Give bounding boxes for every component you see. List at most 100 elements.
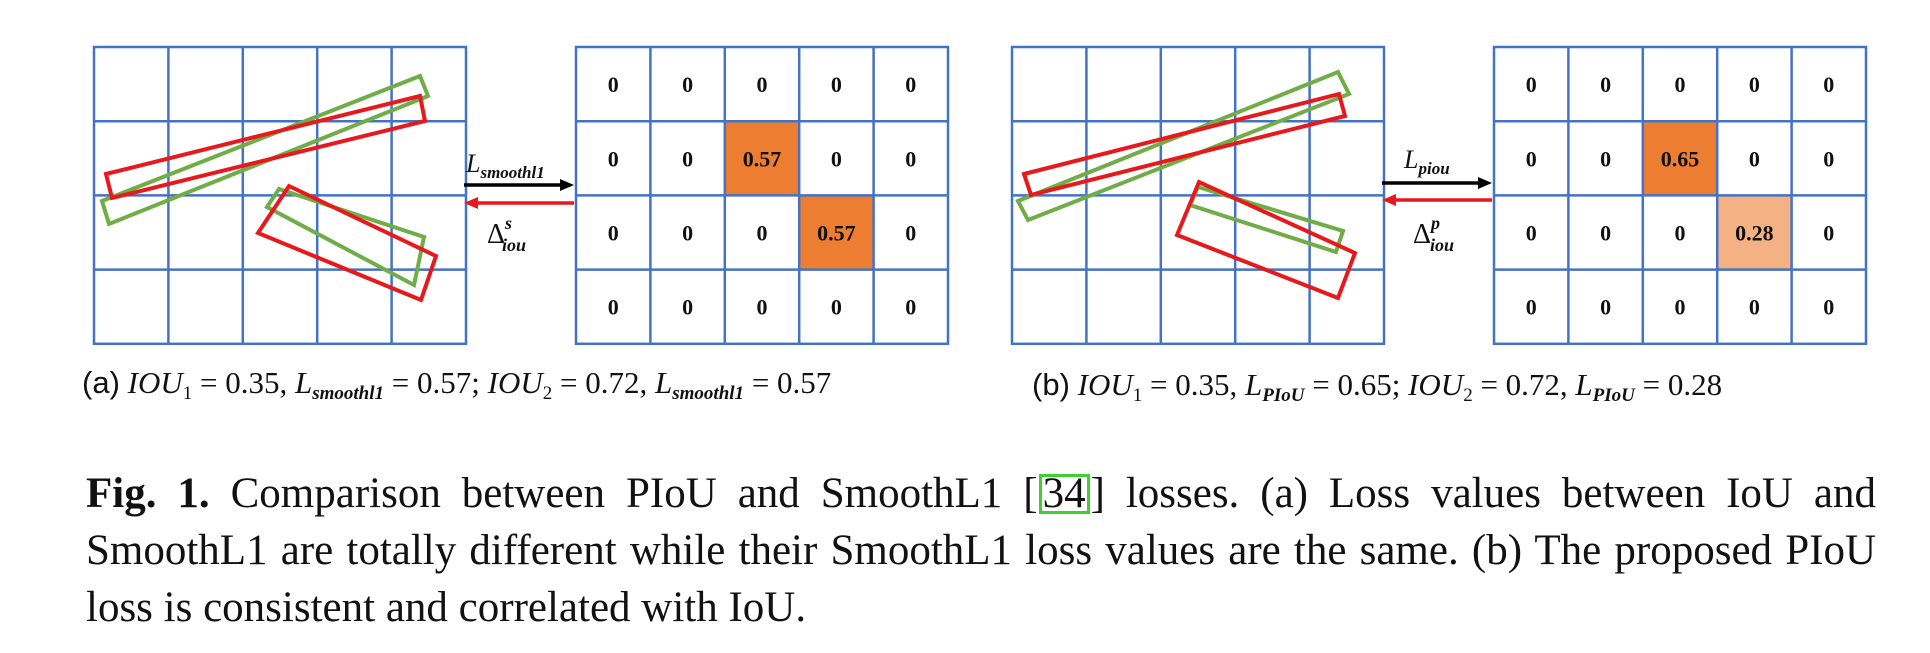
highlighted-cell	[1717, 195, 1792, 270]
loss2-value: = 0.28	[1642, 367, 1723, 402]
grid-cell-value: 0	[1600, 295, 1611, 320]
loss-grid-b	[1492, 45, 1868, 346]
box-grid-a	[92, 45, 468, 346]
grid-cell-value: 0	[1526, 146, 1537, 171]
delta-symbol: Δ	[1413, 219, 1431, 250]
grid-cell-value: 0	[608, 295, 619, 320]
delta-subscript: iou	[502, 235, 526, 255]
ground-truth-box	[264, 186, 427, 289]
loss1-symbol: L	[1244, 367, 1263, 402]
loss-label: Lsmoothl1	[465, 149, 545, 182]
iou2-value: = 0.72,	[1480, 367, 1568, 402]
iou2-symbol: IOU	[487, 365, 543, 400]
predicted-box	[103, 93, 428, 201]
caption-text-2: ] losses. (a) Loss values between IoU an…	[86, 470, 1876, 631]
loss-symbol: L	[465, 149, 480, 178]
grid-cell-value: 0	[608, 72, 619, 97]
figure-label: Fig. 1.	[86, 470, 210, 517]
loss1-value: = 0.57;	[391, 365, 480, 400]
loss1-value: = 0.65;	[1312, 367, 1401, 402]
iou1-symbol: IOU	[127, 365, 183, 400]
ground-truth-box	[1187, 184, 1346, 255]
loss-grid-a	[574, 45, 950, 346]
figure-caption: Fig. 1. Comparison between PIoU and Smoo…	[86, 465, 1876, 636]
grid-cell-value: 0	[608, 146, 619, 171]
grid-cell-value: 0	[905, 146, 916, 171]
loss1-sub: smoothl1	[312, 383, 385, 404]
grid-cell-value: 0.57	[743, 146, 782, 171]
box-grid-b	[1010, 45, 1386, 346]
grid-cell-value: 0	[1600, 146, 1611, 171]
grid-cell-value: 0	[1675, 221, 1686, 246]
grid-cell-value: 0	[682, 221, 693, 246]
grid-cell-value: 0	[831, 295, 842, 320]
grid-cell-value: 0	[1526, 72, 1537, 97]
caption-text-1: Comparison between PIoU and SmoothL1 [	[230, 470, 1038, 517]
iou2-sub: 2	[1463, 385, 1473, 406]
grid-cell-value: 0	[682, 146, 693, 171]
grid-cell-value: 0	[757, 72, 768, 97]
loss2-sub: PIoU	[1592, 385, 1635, 406]
backward-arrowhead	[464, 197, 478, 209]
grid-cell-value: 0	[682, 295, 693, 320]
grid-cell-value: 0	[1823, 146, 1834, 171]
iou1-sub: 1	[182, 383, 193, 404]
grid-cell-value: 0	[1749, 72, 1760, 97]
iou1-value: = 0.35,	[1150, 367, 1238, 402]
loss-symbol: L	[1403, 145, 1418, 174]
grid-cell-value: 0	[1823, 221, 1834, 246]
grid-cell-value: 0	[757, 221, 768, 246]
iou2-sub: 2	[542, 383, 553, 404]
subcaption-label: (a)	[82, 365, 120, 400]
grid-cell-value: 0.65	[1661, 146, 1700, 171]
delta-superscript: p	[1429, 213, 1440, 233]
loss-subscript: piou	[1416, 159, 1449, 178]
grid-cell-value: 0	[1823, 295, 1834, 320]
citation-link[interactable]: 34	[1038, 472, 1090, 515]
delta-superscript: s	[504, 213, 512, 233]
grid-cell-value: 0	[1526, 295, 1537, 320]
loss-label: Lpiou	[1403, 145, 1450, 178]
loss-subscript: smoothl1	[479, 163, 544, 182]
delta-subscript: iou	[1430, 235, 1454, 255]
grid-cell-value: 0	[831, 72, 842, 97]
loss1-symbol: L	[294, 365, 313, 400]
grid-cell-value: 0	[1749, 146, 1760, 171]
grid-cell-value: 0	[1823, 72, 1834, 97]
grid-cell-value: 0	[831, 146, 842, 171]
grid-cell-value: 0	[1526, 221, 1537, 246]
grid-cell-value: 0	[1675, 295, 1686, 320]
highlighted-cell	[799, 195, 874, 270]
grid-cell-value: 0	[905, 221, 916, 246]
loss2-sub: smoothl1	[672, 383, 745, 404]
grid-cell-value: 0	[1600, 221, 1611, 246]
iou1-sub: 1	[1132, 385, 1143, 406]
gradient-label: Δp iou	[1413, 213, 1454, 255]
predicted-box	[254, 183, 439, 303]
iou2-value: = 0.72,	[560, 365, 648, 400]
loss2-symbol: L	[655, 365, 673, 400]
grid-cell-value: 0	[1749, 295, 1760, 320]
grid-cell-value: 0	[905, 72, 916, 97]
iou1-symbol: IOU	[1077, 367, 1133, 402]
grid-cell-value: 0	[757, 295, 768, 320]
predicted-box	[1174, 179, 1358, 301]
grid-cell-value: 0.28	[1735, 221, 1774, 246]
grid-cell-value: 0	[1675, 72, 1686, 97]
loss1-sub: PIoU	[1262, 385, 1305, 406]
grid-cell-value: 0	[608, 221, 619, 246]
forward-arrowhead	[1478, 177, 1492, 189]
iou1-value: = 0.35,	[200, 365, 288, 400]
gradient-label: Δs iou	[487, 213, 526, 255]
grid-cell-value: 0.57	[817, 221, 856, 246]
subcaption-label: (b)	[1032, 367, 1070, 402]
predicted-box	[1021, 91, 1348, 198]
loss2-symbol: L	[1575, 367, 1593, 402]
grid-cell-value: 0	[1600, 72, 1611, 97]
iou2-symbol: IOU	[1408, 367, 1464, 402]
delta-symbol: Δ	[487, 219, 505, 250]
grid-cell-value: 0	[682, 72, 693, 97]
highlighted-cell	[1642, 121, 1718, 196]
subcaption-b: (b) IOU1 = 0.35, LPIoU = 0.65; IOU2 = 0.…	[1032, 367, 1722, 407]
